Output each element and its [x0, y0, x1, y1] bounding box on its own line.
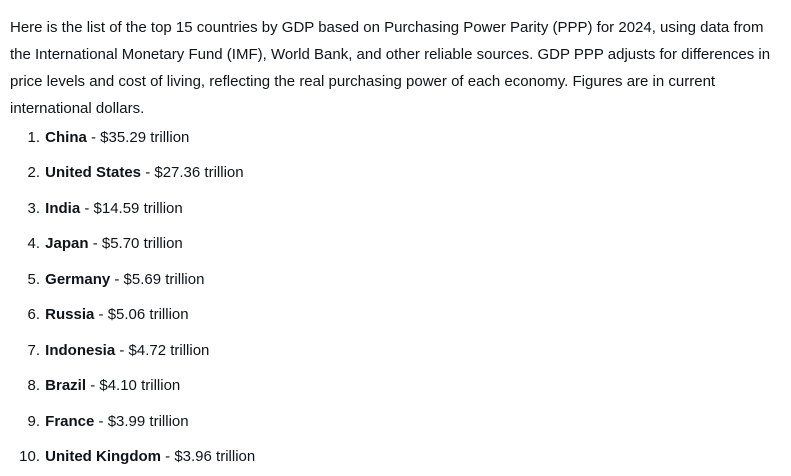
list-item: 7. Indonesia - $4.72 trillion: [10, 341, 209, 361]
list-item: 9. France - $3.99 trillion: [10, 412, 189, 432]
response-content: Here is the list of the top 15 countries…: [10, 14, 780, 465]
list-item-rank: 6.: [27, 306, 40, 323]
list-item-country: United Kingdom: [45, 448, 161, 465]
list-item-country: China: [45, 129, 87, 146]
list-item-country: Germany: [45, 271, 111, 288]
list-item: 1. China - $35.29 trillion: [10, 128, 189, 148]
list-item-country: Indonesia: [45, 342, 116, 359]
list-item-value: - $35.29 trillion: [91, 129, 190, 146]
list-item-rank: 4.: [27, 235, 40, 252]
list-item-rank: 10.: [19, 448, 40, 465]
list-item-value: - $27.36 trillion: [145, 164, 244, 181]
list-item-rank: 7.: [27, 342, 40, 359]
list-item-country: United States: [45, 164, 142, 181]
list-item: 5. Germany - $5.69 trillion: [10, 270, 204, 290]
list-item-value: - $4.10 trillion: [90, 377, 181, 394]
list-item-country: Japan: [45, 235, 89, 252]
list-item-rank: 2.: [27, 164, 40, 181]
list-item: 10. United Kingdom - $3.96 trillion: [10, 447, 255, 467]
list-item-rank: 9.: [27, 413, 40, 430]
list-item-country: Brazil: [45, 377, 87, 394]
list-item: 3. India - $14.59 trillion: [10, 199, 183, 219]
list-item-value: - $5.06 trillion: [98, 306, 189, 323]
list-item-value: - $5.70 trillion: [92, 235, 183, 252]
list-item-value: - $5.69 trillion: [114, 271, 205, 288]
list-item-country: India: [45, 200, 81, 217]
list-item-rank: 8.: [27, 377, 40, 394]
list-item: 6. Russia - $5.06 trillion: [10, 305, 189, 325]
list-item-country: Russia: [45, 306, 95, 323]
list-item: 2. United States - $27.36 trillion: [10, 163, 244, 183]
list-item-value: - $14.59 trillion: [84, 200, 183, 217]
list-item-rank: 3.: [27, 200, 40, 217]
intro-paragraph: Here is the list of the top 15 countries…: [10, 19, 771, 117]
list-item-value: - $3.99 trillion: [98, 413, 189, 430]
list-item-rank: 5.: [27, 271, 40, 288]
list-item-value: - $4.72 trillion: [119, 342, 210, 359]
list-item-rank: 1.: [27, 129, 40, 146]
list-item: 4. Japan - $5.70 trillion: [10, 234, 183, 254]
list-item: 8. Brazil - $4.10 trillion: [10, 376, 180, 396]
list-item-country: France: [45, 413, 95, 430]
list-item-value: - $3.96 trillion: [165, 448, 256, 465]
